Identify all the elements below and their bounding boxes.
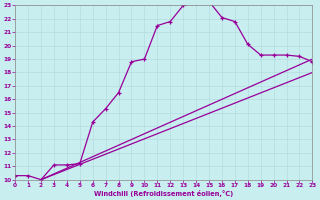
X-axis label: Windchill (Refroidissement éolien,°C): Windchill (Refroidissement éolien,°C) (94, 190, 233, 197)
